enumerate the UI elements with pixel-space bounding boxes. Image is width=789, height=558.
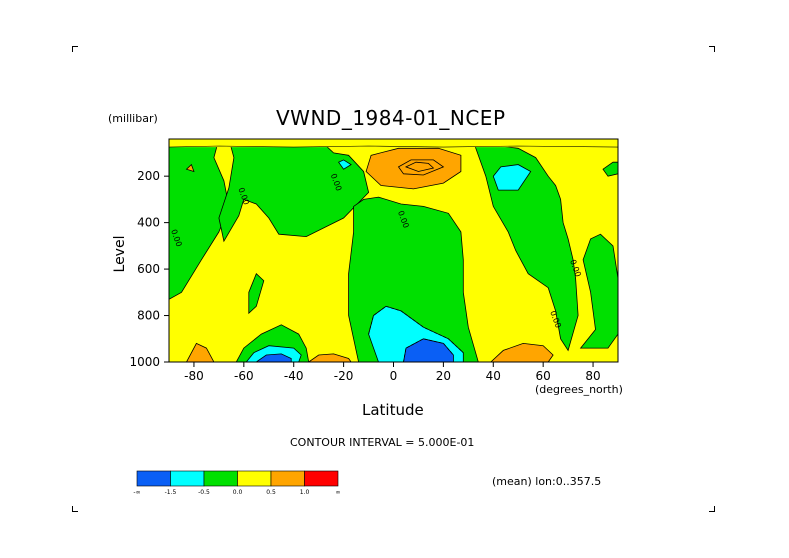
top-contour — [169, 145, 618, 148]
x-tick-label-1: -60 — [234, 369, 254, 383]
colorbar-label-3: 0.0 — [233, 489, 243, 496]
x-axis-label: Latitude — [362, 401, 424, 419]
colorbar-swatch-5 — [304, 470, 339, 487]
orange-region-11 — [185, 163, 195, 173]
x-tick-label-7: 60 — [536, 369, 551, 383]
blue-region-5 — [403, 338, 454, 362]
green-region-6 — [579, 233, 618, 349]
contour-interval-note: CONTOUR INTERVAL = 5.000E-01 — [290, 436, 475, 449]
x-axis-unit: (degrees_north) — [535, 383, 623, 396]
green-region-5 — [448, 140, 579, 352]
x-tick-label-5: 20 — [436, 369, 451, 383]
orange-region-10 — [490, 342, 554, 362]
colorbar-label-0: -∞ — [133, 489, 140, 496]
colorbar-swatch-0 — [136, 470, 171, 487]
orange-region-9 — [308, 353, 352, 362]
y-tick-label-3: 800 — [137, 309, 160, 323]
colorbar-label-2: -0.5 — [198, 489, 210, 496]
colorbar-swatch-4 — [270, 470, 305, 487]
x-tick-label-4: 0 — [390, 369, 398, 383]
green-region-1 — [218, 139, 370, 243]
cyan-region-2 — [492, 164, 532, 191]
chart-title: VWND_1984-01_NCEP — [276, 106, 506, 130]
colorbar-label-4: 0.5 — [266, 489, 276, 496]
jet-contour-1 — [404, 161, 435, 172]
x-tick-label-0: -80 — [184, 369, 204, 383]
negative-contour-0 — [368, 305, 464, 353]
colorbar-swatch-3 — [237, 470, 272, 487]
colorbar-label-6: ∞ — [336, 489, 341, 496]
y-tick-label-1: 400 — [137, 216, 160, 230]
orange-region-8 — [186, 342, 215, 362]
colorbar-swatch-1 — [170, 470, 205, 487]
x-tick-label-2: -40 — [284, 369, 304, 383]
y-tick-label-4: 1000 — [129, 355, 160, 369]
colorbar-label-1: -1.5 — [165, 489, 177, 496]
jet-contour-0 — [397, 159, 445, 176]
averaging-note: (mean) lon:0..357.5 — [492, 475, 602, 488]
x-tick-label-3: -20 — [334, 369, 354, 383]
crop-mark-bottom-right — [709, 506, 715, 512]
x-tick-label-6: 40 — [486, 369, 501, 383]
y-axis-label: Level — [112, 235, 128, 273]
crop-mark-top-right — [709, 46, 715, 52]
crop-mark-top-left — [72, 46, 78, 52]
y-axis-unit: (millibar) — [108, 112, 158, 125]
colorbar-label-5: 1.0 — [300, 489, 310, 496]
contour-layer: 0.000.000.000.000.000.00 — [169, 139, 618, 362]
crop-mark-bottom-left — [72, 506, 78, 512]
x-tick-label-8: 80 — [585, 369, 600, 383]
y-tick-label-2: 600 — [137, 262, 160, 276]
orange-region-1 — [365, 147, 462, 190]
green-region-2 — [248, 273, 265, 315]
blue-region-7 — [255, 353, 292, 362]
green-region-7 — [602, 161, 618, 177]
top-band — [169, 139, 618, 148]
y-tick-label-0: 200 — [137, 169, 160, 183]
colorbar-swatch-2 — [203, 470, 238, 487]
cyan-region-3 — [337, 159, 352, 170]
